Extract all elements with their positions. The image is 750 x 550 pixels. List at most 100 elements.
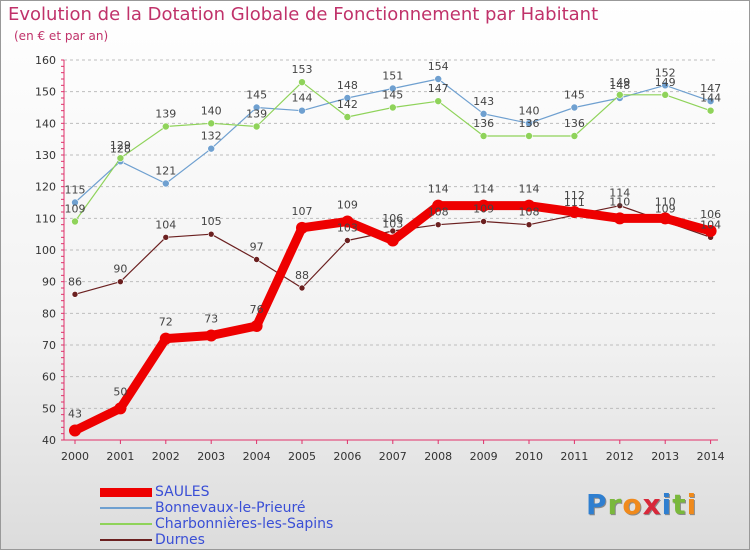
data-label-2: 129 (110, 139, 131, 152)
y-tick-label: 50 (42, 402, 56, 415)
data-label-2: 139 (155, 108, 176, 121)
data-point-0 (432, 199, 445, 212)
data-label-3: 114 (609, 187, 630, 200)
data-label-1: 145 (246, 89, 267, 102)
data-point-3 (162, 234, 170, 241)
data-label-1: 144 (292, 92, 313, 105)
proxiti-logo: Proxiti (586, 488, 698, 521)
data-label-1: 147 (700, 82, 721, 95)
data-point-2 (479, 132, 488, 140)
data-point-2 (388, 103, 397, 112)
chart-subtitle: (en € et par an) (14, 29, 109, 43)
data-label-0: 114 (519, 183, 540, 196)
data-point-1 (661, 81, 670, 90)
x-tick-label: 2011 (560, 450, 588, 463)
data-point-2 (615, 91, 624, 99)
data-label-2: 139 (246, 108, 267, 121)
data-label-1: 148 (337, 79, 358, 92)
data-label-2: 136 (473, 117, 494, 130)
data-point-1 (343, 94, 352, 102)
data-label-2: 140 (201, 104, 222, 117)
data-label-2: 153 (292, 63, 313, 76)
x-tick-label: 2002 (152, 450, 180, 463)
chart-title: Evolution de la Dotation Globale de Fonc… (8, 4, 599, 25)
data-label-0: 50 (113, 385, 127, 398)
x-tick-label: 2006 (333, 450, 361, 463)
data-label-3: 88 (295, 269, 309, 282)
data-point-1 (525, 119, 533, 128)
data-point-2 (252, 122, 261, 131)
data-point-0 (568, 206, 581, 218)
data-label-0: 110 (655, 195, 676, 208)
data-label-1: 152 (655, 66, 676, 79)
data-label-3: 104 (155, 218, 176, 231)
data-point-0 (477, 199, 490, 212)
legend-swatch-durnes (100, 539, 152, 541)
data-label-0: 109 (337, 199, 358, 212)
data-point-1 (252, 103, 261, 112)
x-tick-label: 2010 (515, 450, 543, 463)
data-label-2: 142 (337, 98, 358, 111)
data-point-3 (207, 230, 215, 238)
data-label-2: 149 (655, 76, 676, 89)
data-label-1: 148 (609, 79, 630, 92)
data-point-0 (613, 212, 626, 225)
data-point-1 (298, 106, 306, 115)
data-point-0 (659, 212, 672, 225)
x-tick-label: 2007 (379, 450, 407, 463)
data-label-3: 97 (250, 241, 264, 254)
data-point-0 (704, 225, 717, 237)
data-label-1: 115 (65, 184, 86, 197)
data-point-3 (434, 221, 442, 228)
data-label-3: 86 (68, 275, 82, 288)
data-label-0: 110 (609, 195, 630, 208)
data-point-0 (69, 424, 81, 437)
data-point-3 (480, 218, 487, 225)
data-point-3 (616, 202, 624, 209)
data-point-1 (479, 110, 488, 118)
data-label-0: 106 (700, 208, 721, 221)
y-tick-label: 70 (42, 339, 56, 352)
data-label-0: 103 (382, 218, 403, 231)
y-tick-label: 110 (35, 212, 56, 225)
data-label-3: 109 (655, 203, 676, 216)
y-tick-label: 140 (35, 117, 56, 130)
legend-label-bonnevaux: Bonnevaux-le-Prieuré (155, 500, 306, 516)
data-point-1 (207, 144, 215, 153)
y-tick-label: 60 (42, 371, 56, 384)
data-point-2 (162, 122, 170, 131)
data-label-0: 114 (473, 183, 494, 196)
data-point-2 (207, 119, 215, 128)
data-point-3 (253, 256, 260, 263)
data-label-2: 147 (428, 82, 449, 95)
y-tick-label: 90 (42, 276, 56, 289)
data-point-2 (116, 154, 125, 162)
x-tick-label: 2001 (106, 450, 134, 463)
data-label-3: 108 (428, 206, 449, 219)
data-point-0 (250, 320, 263, 332)
y-tick-label: 150 (35, 86, 56, 99)
data-label-1: 121 (155, 165, 176, 178)
data-label-3: 106 (382, 212, 403, 225)
data-label-1: 132 (201, 130, 222, 143)
data-label-1: 154 (428, 60, 449, 73)
x-tick-label: 2012 (606, 450, 634, 463)
data-point-0 (386, 234, 399, 247)
legend-label-saules: SAULES (155, 484, 210, 500)
data-point-3 (389, 227, 397, 235)
data-point-1 (706, 97, 715, 105)
y-tick-label: 130 (35, 149, 56, 162)
data-point-1 (162, 179, 170, 188)
data-label-3: 90 (113, 263, 127, 276)
data-label-3: 105 (201, 215, 222, 228)
data-label-0: 107 (292, 205, 313, 218)
data-label-3: 103 (337, 222, 358, 235)
data-label-2: 109 (65, 203, 86, 216)
x-tick-label: 2004 (243, 450, 271, 463)
data-label-3: 109 (473, 203, 494, 216)
data-label-2: 145 (382, 89, 403, 102)
data-point-0 (523, 199, 535, 212)
x-tick-label: 2014 (697, 450, 725, 463)
data-label-1: 128 (110, 142, 131, 155)
